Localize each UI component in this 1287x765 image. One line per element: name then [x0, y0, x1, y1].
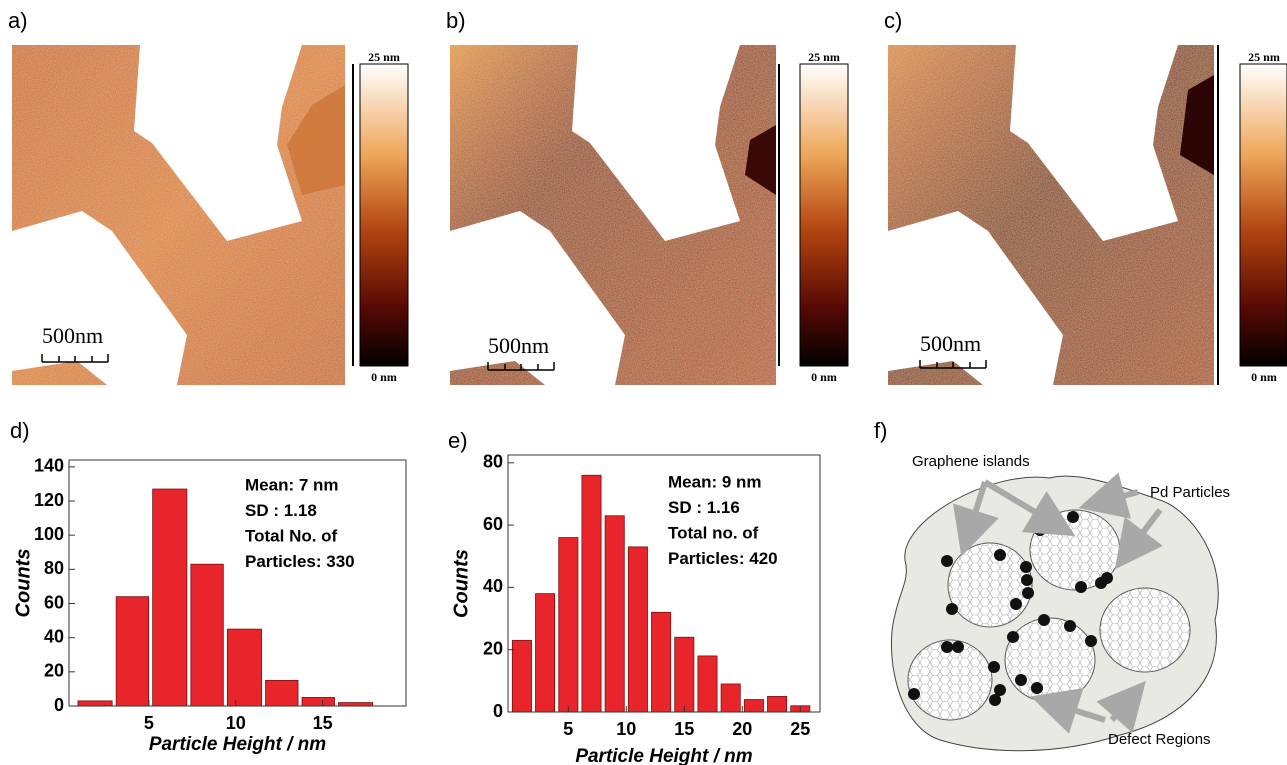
colorbar-min: 0 nm — [811, 370, 837, 384]
bar — [651, 611, 672, 713]
x-tick-label: 5 — [563, 719, 573, 739]
panel-label: e) — [448, 428, 468, 453]
colorbar — [352, 45, 1287, 385]
x-tick-label: 25 — [790, 719, 810, 739]
colorbar-min: 0 nm — [1251, 370, 1277, 384]
bar — [558, 537, 579, 713]
x-axis-label: Particle Height / nm — [575, 746, 752, 765]
panel-label: f) — [874, 418, 887, 443]
panel-label: b) — [446, 8, 466, 33]
bar — [535, 593, 556, 713]
plot-frame — [68, 459, 407, 707]
y-tick-label: 20 — [483, 638, 503, 658]
colorbar-min: 0 nm — [371, 370, 397, 384]
bar — [627, 546, 648, 713]
afm-image — [888, 45, 1214, 385]
diagram-label: Defect Regions — [1108, 731, 1211, 748]
bar — [743, 699, 764, 713]
annotation: Mean: 7 nm — [245, 475, 339, 494]
x-tick-label: 5 — [144, 713, 154, 733]
colorbar-max: 25 nm — [368, 50, 400, 64]
diagram-label: Graphene islands — [912, 453, 1030, 470]
afm-image — [12, 45, 345, 385]
x-tick-label: 20 — [732, 719, 752, 739]
bar — [720, 683, 741, 713]
scale-bar-label: 500nm — [488, 333, 549, 358]
annotation: Total no. of — [668, 523, 759, 542]
x-tick-label: 15 — [674, 719, 694, 739]
x-tick-label: 10 — [226, 713, 246, 733]
y-tick-label: 20 — [44, 661, 64, 681]
bar — [767, 696, 788, 713]
y-tick-label: 0 — [493, 701, 503, 721]
bar — [697, 655, 718, 713]
x-tick-label: 15 — [313, 713, 333, 733]
bar — [581, 474, 602, 713]
y-tick-label: 140 — [34, 456, 64, 476]
annotation: SD : 1.16 — [668, 498, 740, 517]
y-tick-label: 40 — [44, 626, 64, 646]
bar — [265, 679, 299, 707]
panel-label: d) — [10, 418, 30, 443]
plot-frame — [507, 454, 821, 713]
y-axis-label: Counts — [12, 549, 34, 618]
bar — [152, 488, 188, 707]
colorbar-max: 25 nm — [808, 50, 840, 64]
annotation: Particles: 330 — [245, 552, 355, 571]
annotation: Mean: 9 nm — [668, 472, 762, 491]
annotation: SD : 1.18 — [245, 501, 317, 520]
panel-label: c) — [884, 8, 902, 33]
annotation: Particles: 420 — [668, 549, 778, 568]
y-tick-label: 80 — [44, 558, 64, 578]
bar — [226, 628, 262, 707]
bar — [77, 700, 113, 707]
scale-bar-label: 500nm — [42, 323, 103, 348]
schematic — [890, 472, 1219, 752]
x-tick-label: 10 — [616, 719, 636, 739]
y-tick-label: 60 — [44, 592, 64, 612]
y-axis-label: Counts — [450, 549, 472, 618]
y-tick-label: 120 — [34, 490, 64, 510]
y-tick-label: 100 — [34, 524, 64, 544]
y-tick-label: 60 — [483, 514, 503, 534]
bar — [301, 697, 335, 707]
bar — [190, 563, 224, 707]
bar — [338, 702, 374, 707]
y-tick-label: 0 — [54, 695, 64, 715]
annotation: Total No. of — [245, 526, 338, 545]
bar — [115, 596, 150, 707]
x-axis-label: Particle Height / nm — [149, 734, 326, 755]
bar — [511, 639, 532, 713]
bar — [674, 636, 695, 713]
y-tick-label: 80 — [483, 452, 503, 472]
afm-image — [450, 45, 776, 385]
colorbar-max: 25 nm — [1248, 50, 1280, 64]
panel-label: a) — [8, 8, 28, 33]
bar — [604, 515, 625, 713]
diagram-label: Pd Particles — [1150, 484, 1230, 501]
y-tick-label: 40 — [483, 576, 503, 596]
scale-bar-label: 500nm — [920, 331, 981, 356]
